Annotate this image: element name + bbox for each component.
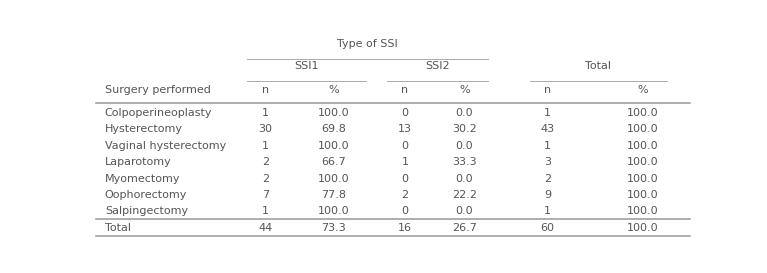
Text: Hysterectomy: Hysterectomy [105,124,183,135]
Text: Vaginal hysterectomy: Vaginal hysterectomy [105,141,226,151]
Text: 69.8: 69.8 [321,124,346,135]
Text: 3: 3 [544,157,551,167]
Text: 77.8: 77.8 [321,190,346,200]
Text: 2: 2 [544,174,551,184]
Text: 100.0: 100.0 [318,206,350,216]
Text: 100.0: 100.0 [627,157,659,167]
Text: 33.3: 33.3 [452,157,477,167]
Text: 100.0: 100.0 [627,174,659,184]
Text: Type of SSI: Type of SSI [337,39,398,49]
Text: n: n [401,85,409,94]
Text: 0: 0 [401,174,409,184]
Text: 100.0: 100.0 [318,108,350,118]
Text: n: n [544,85,551,94]
Text: 0.0: 0.0 [456,174,473,184]
Text: 100.0: 100.0 [627,124,659,135]
Text: 0.0: 0.0 [456,108,473,118]
Text: 1: 1 [544,108,551,118]
Text: 2: 2 [262,174,269,184]
Text: Oophorectomy: Oophorectomy [105,190,187,200]
Text: 66.7: 66.7 [321,157,346,167]
Text: 100.0: 100.0 [318,141,350,151]
Text: Total: Total [585,61,611,72]
Text: SSI1: SSI1 [295,61,319,72]
Text: Colpoperineoplasty: Colpoperineoplasty [105,108,212,118]
Text: 100.0: 100.0 [627,141,659,151]
Text: 60: 60 [541,223,555,233]
Text: 30.2: 30.2 [452,124,477,135]
Text: 0: 0 [401,141,409,151]
Text: 7: 7 [262,190,269,200]
Text: Surgery performed: Surgery performed [105,85,211,94]
Text: 0.0: 0.0 [456,141,473,151]
Text: 0: 0 [401,206,409,216]
Text: 100.0: 100.0 [627,108,659,118]
Text: 0: 0 [401,108,409,118]
Text: 44: 44 [258,223,272,233]
Text: 100.0: 100.0 [627,223,659,233]
Text: n: n [262,85,269,94]
Text: 0.0: 0.0 [456,206,473,216]
Text: 1: 1 [262,206,268,216]
Text: 30: 30 [258,124,272,135]
Text: Salpingectomy: Salpingectomy [105,206,188,216]
Text: 1: 1 [401,157,409,167]
Text: 22.2: 22.2 [452,190,477,200]
Text: 1: 1 [262,108,268,118]
Text: Laparotomy: Laparotomy [105,157,172,167]
Text: 1: 1 [262,141,268,151]
Text: 100.0: 100.0 [318,174,350,184]
Text: 9: 9 [544,190,551,200]
Text: 1: 1 [544,206,551,216]
Text: 26.7: 26.7 [452,223,477,233]
Text: 2: 2 [401,190,409,200]
Text: 43: 43 [541,124,555,135]
Text: 16: 16 [398,223,412,233]
Text: 100.0: 100.0 [627,206,659,216]
Text: %: % [459,85,469,94]
Text: 13: 13 [398,124,412,135]
Text: SSI2: SSI2 [426,61,450,72]
Text: 2: 2 [262,157,269,167]
Text: Myomectomy: Myomectomy [105,174,180,184]
Text: 1: 1 [544,141,551,151]
Text: %: % [328,85,339,94]
Text: 73.3: 73.3 [321,223,346,233]
Text: %: % [637,85,648,94]
Text: 100.0: 100.0 [627,190,659,200]
Text: Total: Total [105,223,131,233]
